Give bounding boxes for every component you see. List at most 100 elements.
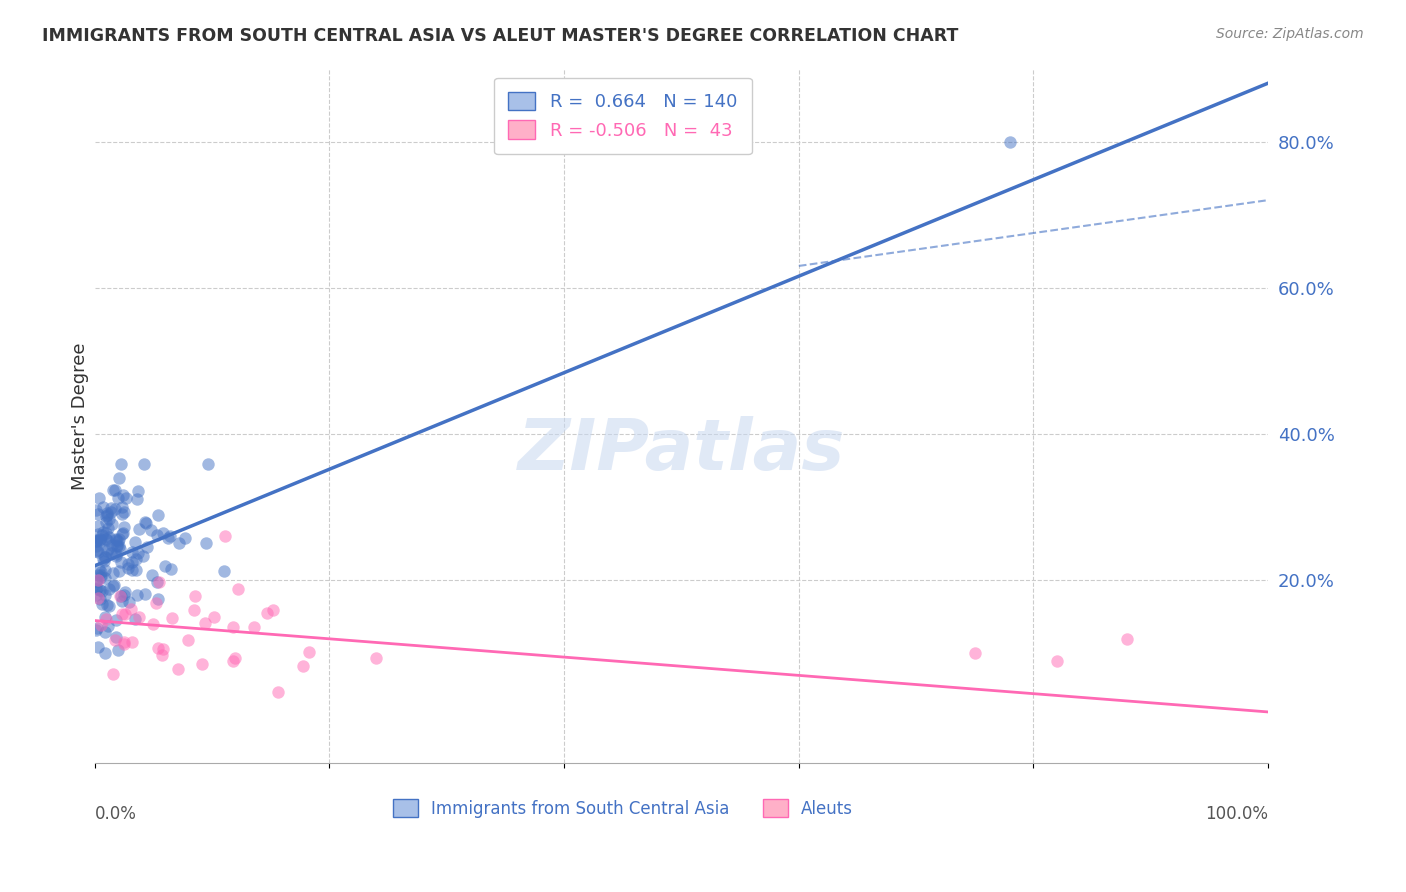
Point <box>124 612 146 626</box>
Point <box>101 538 124 552</box>
Point <box>104 633 127 648</box>
Point <box>364 650 387 665</box>
Point <box>103 666 125 681</box>
Point <box>103 578 125 592</box>
Point <box>104 533 127 547</box>
Point <box>112 505 135 519</box>
Point <box>107 491 129 506</box>
Point <box>128 610 150 624</box>
Point <box>101 516 124 531</box>
Point <box>111 526 134 541</box>
Y-axis label: Master's Degree: Master's Degree <box>72 342 89 490</box>
Point <box>118 595 141 609</box>
Point <box>127 484 149 499</box>
Point <box>169 536 191 550</box>
Point <box>104 630 127 644</box>
Point <box>89 582 111 597</box>
Point <box>84 533 107 547</box>
Point <box>90 534 112 549</box>
Point <box>105 540 128 554</box>
Point <box>127 546 149 560</box>
Point <box>226 582 249 597</box>
Point <box>114 607 136 621</box>
Point <box>104 549 127 563</box>
Point <box>84 582 107 596</box>
Point <box>194 536 217 550</box>
Point <box>94 610 117 624</box>
Point <box>94 550 117 565</box>
Point <box>114 588 136 602</box>
Point <box>114 491 136 505</box>
Point <box>86 543 108 558</box>
Point <box>89 533 111 548</box>
Point <box>100 505 122 519</box>
Point <box>96 598 118 612</box>
Point <box>292 658 315 673</box>
Point <box>96 542 118 557</box>
Point <box>107 533 129 548</box>
Point <box>87 508 110 522</box>
Point <box>97 521 120 535</box>
Point <box>112 637 135 651</box>
Point <box>125 563 148 577</box>
Point <box>142 616 165 631</box>
Text: Source: ZipAtlas.com: Source: ZipAtlas.com <box>1216 27 1364 41</box>
Point <box>184 589 207 603</box>
Point <box>124 535 146 549</box>
Point <box>160 562 183 576</box>
Point <box>1116 632 1139 646</box>
Point <box>96 506 118 520</box>
Point <box>91 528 114 542</box>
Point <box>183 602 205 616</box>
Point <box>96 612 118 626</box>
Point <box>107 643 129 657</box>
Point <box>190 657 212 671</box>
Point <box>152 525 174 540</box>
Point <box>89 591 111 606</box>
Point <box>84 574 107 589</box>
Point <box>212 564 235 578</box>
Point <box>146 527 169 541</box>
Point <box>89 491 111 505</box>
Point <box>103 483 125 497</box>
Point <box>114 585 136 599</box>
Point <box>90 569 112 583</box>
Point <box>91 552 114 566</box>
Point <box>100 546 122 560</box>
Point <box>94 563 117 577</box>
Point <box>104 483 127 497</box>
Point <box>108 471 131 485</box>
Point <box>963 647 986 661</box>
Point <box>120 601 142 615</box>
Point <box>150 648 173 662</box>
Point <box>108 539 131 553</box>
Point <box>91 500 114 515</box>
Point <box>90 568 112 582</box>
Point <box>98 582 121 596</box>
Point <box>94 588 117 602</box>
Point <box>1046 654 1069 668</box>
Point <box>224 650 246 665</box>
Point <box>86 621 108 635</box>
Point <box>145 575 167 590</box>
Point <box>94 532 117 546</box>
Point <box>160 611 183 625</box>
Point <box>101 566 124 580</box>
Point <box>110 457 132 471</box>
Point <box>94 647 117 661</box>
Point <box>105 538 128 552</box>
Point <box>159 529 181 543</box>
Point <box>112 519 135 533</box>
Point <box>94 516 117 530</box>
Point <box>167 661 190 675</box>
Point <box>86 582 108 596</box>
Point <box>110 555 132 569</box>
Point <box>132 549 155 563</box>
Point <box>84 574 107 589</box>
Point <box>134 587 156 601</box>
Point <box>84 544 107 558</box>
Point <box>121 545 143 559</box>
Point <box>177 633 200 648</box>
Point <box>110 589 132 603</box>
Point <box>100 500 122 515</box>
